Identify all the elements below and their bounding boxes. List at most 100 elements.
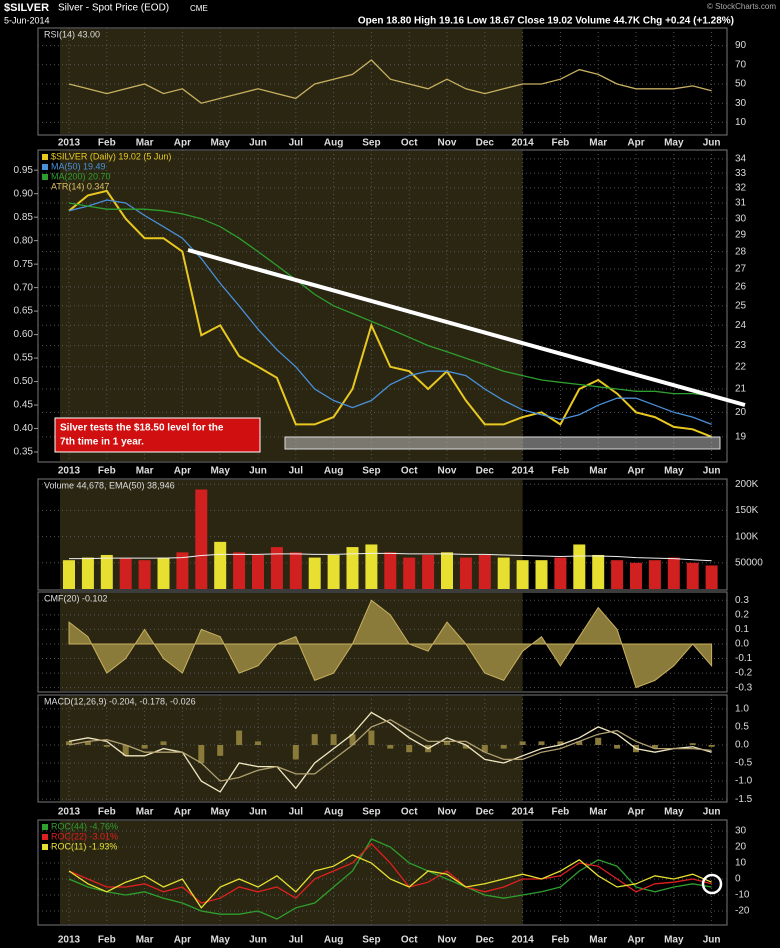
x-tick-label: Sep (362, 466, 380, 477)
y-tick-label: 31 (735, 198, 747, 209)
series-line (68, 59, 712, 104)
histogram-bar (160, 741, 167, 745)
volume-bar (63, 560, 75, 589)
histogram-bar (689, 743, 696, 745)
x-tick-label: Dec (476, 466, 495, 477)
x-tick-label: 2014 (511, 935, 534, 946)
x-tick-label: Apr (627, 807, 644, 818)
x-tick-label: Sep (362, 138, 380, 149)
legend-swatch (42, 174, 48, 180)
volume-bar (233, 552, 246, 589)
x-tick-label: Jul (289, 138, 304, 149)
x-tick-label: Jun (703, 807, 721, 818)
legend-swatch (42, 834, 48, 840)
y-tick-label: 70 (735, 59, 747, 70)
x-tick-label: Sep (362, 935, 380, 946)
y2-tick-label: 0.55 (14, 353, 34, 364)
y-tick-label: 34 (735, 154, 747, 165)
x-tick-label: Feb (98, 935, 116, 946)
x-tick-label: Mar (589, 138, 607, 149)
x-tick-label: Oct (401, 935, 418, 946)
volume-bar (422, 554, 435, 589)
x-tick-label: Jul (289, 807, 304, 818)
y-tick-label: 27 (735, 264, 747, 275)
x-tick-label: Mar (136, 466, 154, 477)
histogram-bar (595, 737, 602, 745)
legend-entry: ROC(11) -1.93% (51, 841, 117, 851)
histogram-bar (481, 744, 488, 753)
y-tick-label: 0.1 (735, 624, 749, 635)
y-tick-label: 28 (735, 246, 747, 257)
x-tick-label: Aug (324, 138, 343, 149)
histogram-bar (141, 744, 148, 749)
histogram-bar (292, 744, 299, 760)
x-tick-label: Mar (589, 466, 607, 477)
y-tick-label: 24 (735, 320, 747, 331)
volume-bar (365, 544, 378, 589)
x-tick-label: Sep (362, 807, 380, 818)
y2-tick-label: 0.65 (14, 306, 34, 317)
x-tick-label: May (210, 807, 230, 818)
y-tick-label: 50000 (735, 557, 763, 568)
histogram-bar (217, 744, 224, 756)
y-tick-label: -1.0 (735, 776, 753, 787)
volume-bar (195, 489, 208, 589)
histogram-bar (122, 744, 129, 756)
volume-bar (270, 547, 283, 589)
x-tick-label: Jun (703, 138, 721, 149)
x-tick-label: Jul (289, 935, 304, 946)
x-tick-label: May (210, 138, 230, 149)
y-tick-label: 0.0 (735, 740, 749, 751)
y-tick-label: 0.5 (735, 722, 749, 733)
x-tick-label: 2013 (58, 935, 81, 946)
volume-bar (384, 552, 397, 589)
exchange: CME (190, 4, 208, 13)
y-tick-label: 30 (735, 98, 747, 109)
x-tick-label: Apr (627, 138, 644, 149)
x-tick-label: May (210, 466, 230, 477)
x-tick-label: May (664, 935, 684, 946)
x-tick-label: Jun (703, 935, 721, 946)
histogram-bar (557, 741, 564, 745)
y2-tick-label: 0.95 (14, 165, 34, 176)
y-tick-label: 0 (735, 874, 741, 885)
y2-tick-label: 0.50 (14, 376, 34, 387)
legend-entry: ROC(22) -3.01% (51, 831, 118, 841)
y2-tick-label: 0.60 (14, 329, 34, 340)
panel-legend: MACD(12,26,9) -0.204, -0.178, -0.026 (44, 696, 196, 706)
volume-bar (441, 552, 453, 589)
histogram-bar (198, 744, 205, 764)
volume-bar (327, 554, 340, 589)
histogram-bar (444, 741, 450, 745)
y-tick-label: 19 (735, 431, 747, 442)
x-tick-label: Aug (324, 935, 343, 946)
y-tick-label: 100K (735, 531, 759, 542)
x-tick-label: Apr (174, 807, 191, 818)
histogram-bar (519, 741, 526, 745)
x-tick-label: Oct (401, 138, 418, 149)
y-tick-label: 23 (735, 340, 747, 351)
x-tick-label: Aug (324, 807, 343, 818)
y-tick-label: -10 (735, 890, 750, 901)
annotations: Silver tests the $18.50 level for the 7t… (54, 248, 746, 895)
x-tick-label: Apr (174, 466, 191, 477)
instrument-name: Silver - Spot Price (EOD) (58, 3, 169, 14)
x-tick-label: Nov (438, 935, 457, 946)
histogram-bar (651, 744, 658, 749)
annotation-text: 7th time in 1 year. (60, 437, 144, 448)
y-tick-label: 200K (735, 479, 759, 490)
x-tick-label: Mar (589, 935, 607, 946)
y-tick-label: -0.2 (735, 668, 753, 679)
volume-bar (648, 560, 661, 589)
y-tick-label: 20 (735, 407, 747, 418)
y2-tick-label: 0.45 (14, 400, 34, 411)
trend-line (187, 248, 746, 407)
histogram-bar (406, 744, 413, 753)
legend-entry: ATR(14) 0.347 (51, 181, 109, 191)
x-tick-label: 2014 (511, 466, 534, 477)
x-tick-label: Mar (136, 935, 154, 946)
y-tick-label: 10 (735, 858, 747, 869)
volume-bar (459, 557, 472, 589)
y-tick-label: -0.3 (735, 682, 753, 693)
